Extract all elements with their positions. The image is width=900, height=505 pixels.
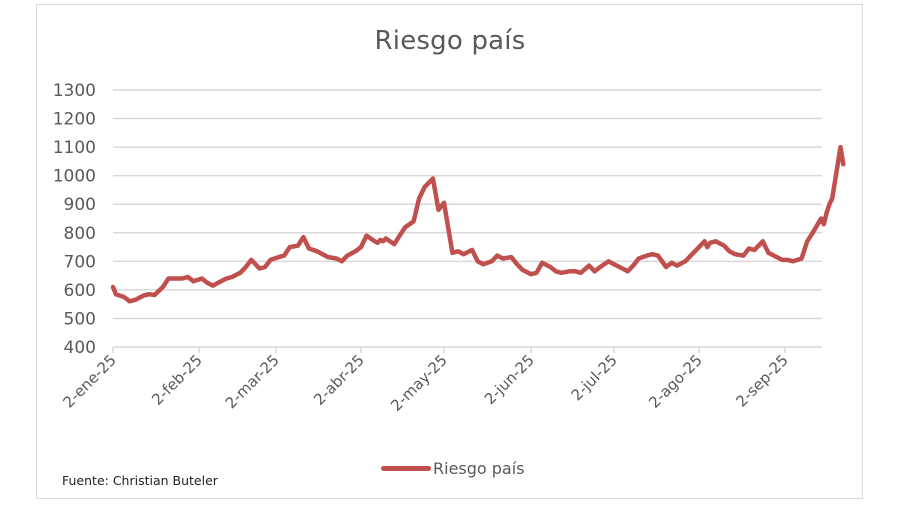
y-tick-label: 400 — [64, 338, 96, 358]
y-tick-label: 500 — [64, 309, 96, 329]
y-tick-label: 1300 — [53, 81, 96, 101]
x-tick-label: 2-ene-25 — [59, 351, 119, 411]
legend: Riesgo país — [381, 459, 525, 478]
x-tick-label: 2-jul-25 — [568, 351, 621, 404]
y-axis-ticks: 400 500 600 700 800 900 1000 1100 1200 1300 — [53, 81, 96, 358]
x-tick-label: 2-ago-25 — [645, 351, 706, 412]
x-tick-label: 2-abr-25 — [310, 351, 368, 409]
chart-frame — [36, 4, 863, 499]
gridlines — [113, 89, 822, 320]
y-tick-label: 1200 — [53, 110, 96, 130]
source-note: Fuente: Christian Buteler — [62, 473, 218, 488]
x-tick-label: 2-sep-25 — [732, 351, 791, 410]
y-tick-label: 900 — [64, 195, 96, 215]
chart-title: Riesgo país — [374, 26, 526, 56]
legend-label: Riesgo país — [433, 459, 525, 478]
x-tick-label: 2-may-25 — [387, 351, 451, 415]
x-tick-label: 2-jun-25 — [481, 351, 538, 408]
y-tick-label: 1000 — [53, 167, 96, 187]
series-line-riesgo-pais — [110, 144, 846, 304]
x-tick-label: 2-mar-25 — [222, 351, 283, 412]
x-axis-ticks: 2-ene-25 2-feb-25 2-mar-25 2-abr-25 2-may-25… — [59, 347, 792, 415]
y-tick-label: 600 — [64, 281, 96, 301]
y-tick-label: 800 — [64, 224, 96, 244]
y-tick-label: 1100 — [53, 138, 96, 158]
legend-swatch-icon — [381, 466, 431, 471]
x-tick-label: 2-feb-25 — [148, 351, 206, 409]
y-tick-label: 700 — [64, 252, 96, 272]
